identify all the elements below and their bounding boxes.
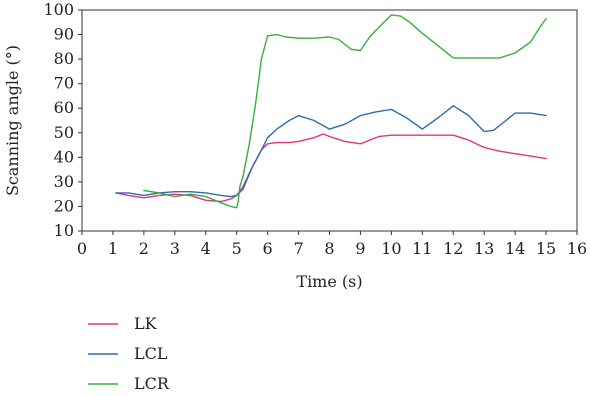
legend-label-lk: LK <box>134 314 158 333</box>
y-tick-label: 40 <box>54 147 74 166</box>
series-line-lk <box>115 133 547 203</box>
y-tick-label: 50 <box>54 123 74 142</box>
x-tick-label: 7 <box>293 239 303 258</box>
series-line-lcl <box>115 105 547 198</box>
x-tick-label: 14 <box>505 239 525 258</box>
y-tick-label: 70 <box>54 74 74 93</box>
x-tick-label: 11 <box>412 239 432 258</box>
x-tick-label: 5 <box>232 239 242 258</box>
x-tick-label: 8 <box>324 239 334 258</box>
series-line-lcr <box>143 14 547 209</box>
x-tick-label: 9 <box>355 239 365 258</box>
x-tick-label: 2 <box>139 239 149 258</box>
x-axis-title: Time (s) <box>296 272 362 291</box>
x-tick-label: 3 <box>170 239 180 258</box>
x-tick-label: 13 <box>474 239 494 258</box>
x-tick-label: 6 <box>263 239 273 258</box>
legend-label-lcl: LCL <box>134 344 168 363</box>
legend-label-lcr: LCR <box>134 374 170 393</box>
x-tick-label: 4 <box>201 239 211 258</box>
legend: LK LCL LCR <box>88 314 170 393</box>
x-tick-label: 0 <box>77 239 87 258</box>
x-tick-label: 15 <box>536 239 556 258</box>
series-lines <box>115 14 547 209</box>
x-tick-label: 1 <box>108 239 118 258</box>
axes <box>78 9 578 235</box>
y-tick-label: 10 <box>54 221 74 240</box>
y-axis-title: Scanning angle (°) <box>3 45 22 196</box>
y-tick-label: 100 <box>43 0 74 19</box>
x-tick-label: 12 <box>443 239 463 258</box>
y-tick-label: 30 <box>54 172 74 191</box>
x-tick-label: 10 <box>381 239 401 258</box>
tick-labels: 0 1 2 3 4 5 6 7 8 9 10 11 12 13 14 15 161020304050607080… <box>43 0 587 258</box>
y-tick-label: 60 <box>54 98 74 117</box>
plot-frame <box>81 9 578 232</box>
y-tick-label: 80 <box>54 49 74 68</box>
x-tick-label: 16 <box>567 239 587 258</box>
y-tick-label: 90 <box>54 25 74 44</box>
y-tick-label: 20 <box>54 196 74 215</box>
